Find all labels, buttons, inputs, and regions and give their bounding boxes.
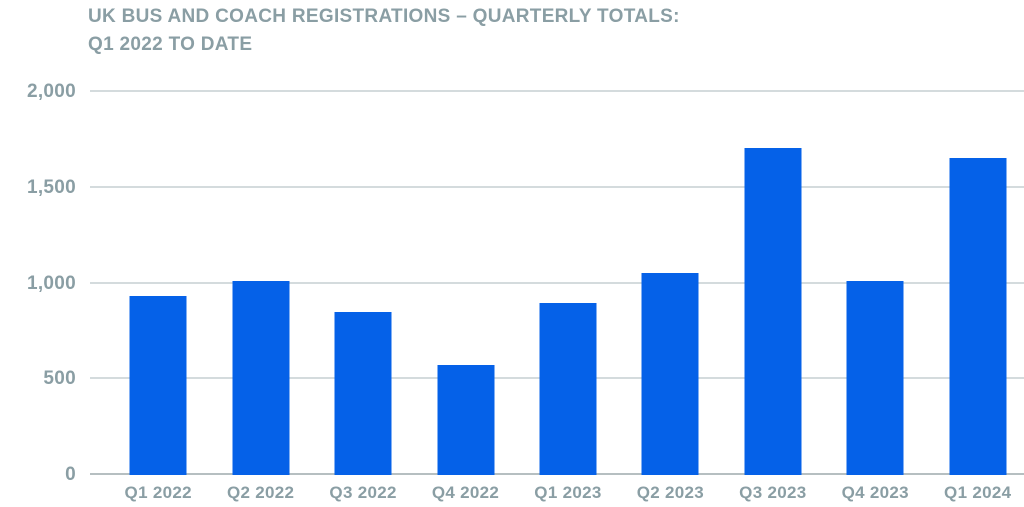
x-tick-label: Q1 2024	[944, 483, 1012, 502]
gridline	[90, 90, 1024, 92]
bar-column: Q3 2022	[312, 92, 414, 502]
bar	[232, 280, 290, 475]
bar-column: Q3 2023	[722, 92, 824, 502]
bar	[129, 295, 187, 475]
x-tick-label: Q2 2023	[636, 483, 705, 502]
x-tick-label: Q3 2022	[329, 483, 397, 502]
bar-column: Q2 2022	[209, 92, 311, 502]
bar	[949, 158, 1007, 475]
bar	[846, 280, 904, 475]
x-tick-label: Q1 2023	[534, 483, 602, 502]
bar-column: Q4 2022	[414, 92, 516, 502]
plot-area: Q1 2022 Q2 2022 Q3 2022 Q4 2022 Q1 2023 Q2 20…	[90, 90, 1024, 502]
chart-title-line-1: UK BUS AND COACH REGISTRATIONS – QUARTER…	[88, 6, 680, 27]
gridline	[90, 281, 1024, 284]
bar	[641, 272, 699, 475]
bar-column: Q1 2023	[517, 92, 619, 502]
x-tick-label: Q4 2022	[431, 483, 500, 502]
x-tick-label: Q1 2022	[124, 483, 192, 502]
bar	[539, 302, 597, 475]
y-tick-label: 500	[43, 368, 76, 390]
y-axis: 0 500 1,000 1,500 2,000	[0, 81, 76, 485]
bars-container: Q1 2022 Q2 2022 Q3 2022 Q4 2022 Q1 2023 Q2 20…	[107, 92, 1024, 502]
y-tick-label: 0	[65, 464, 76, 485]
bar-column: Q1 2024	[927, 92, 1024, 502]
x-tick-label: Q2 2022	[226, 483, 295, 502]
bar-column: Q2 2023	[619, 92, 721, 502]
x-tick-label: Q3 2023	[739, 483, 807, 502]
chart-title-line-2: Q1 2022 TO DATE	[88, 34, 253, 55]
bar-column: Q4 2023	[824, 92, 926, 502]
bar	[437, 364, 495, 475]
y-tick-label: 1,000	[26, 272, 76, 294]
y-tick-label: 1,500	[26, 176, 76, 198]
chart-title: UK BUS AND COACH REGISTRATIONS – QUARTER…	[88, 3, 680, 59]
bar	[744, 147, 802, 475]
bar-column: Q1 2022	[107, 92, 209, 502]
y-tick-label: 2,000	[26, 81, 76, 102]
bar	[334, 312, 392, 475]
x-tick-label: Q4 2023	[841, 483, 909, 502]
gridline	[90, 185, 1024, 188]
